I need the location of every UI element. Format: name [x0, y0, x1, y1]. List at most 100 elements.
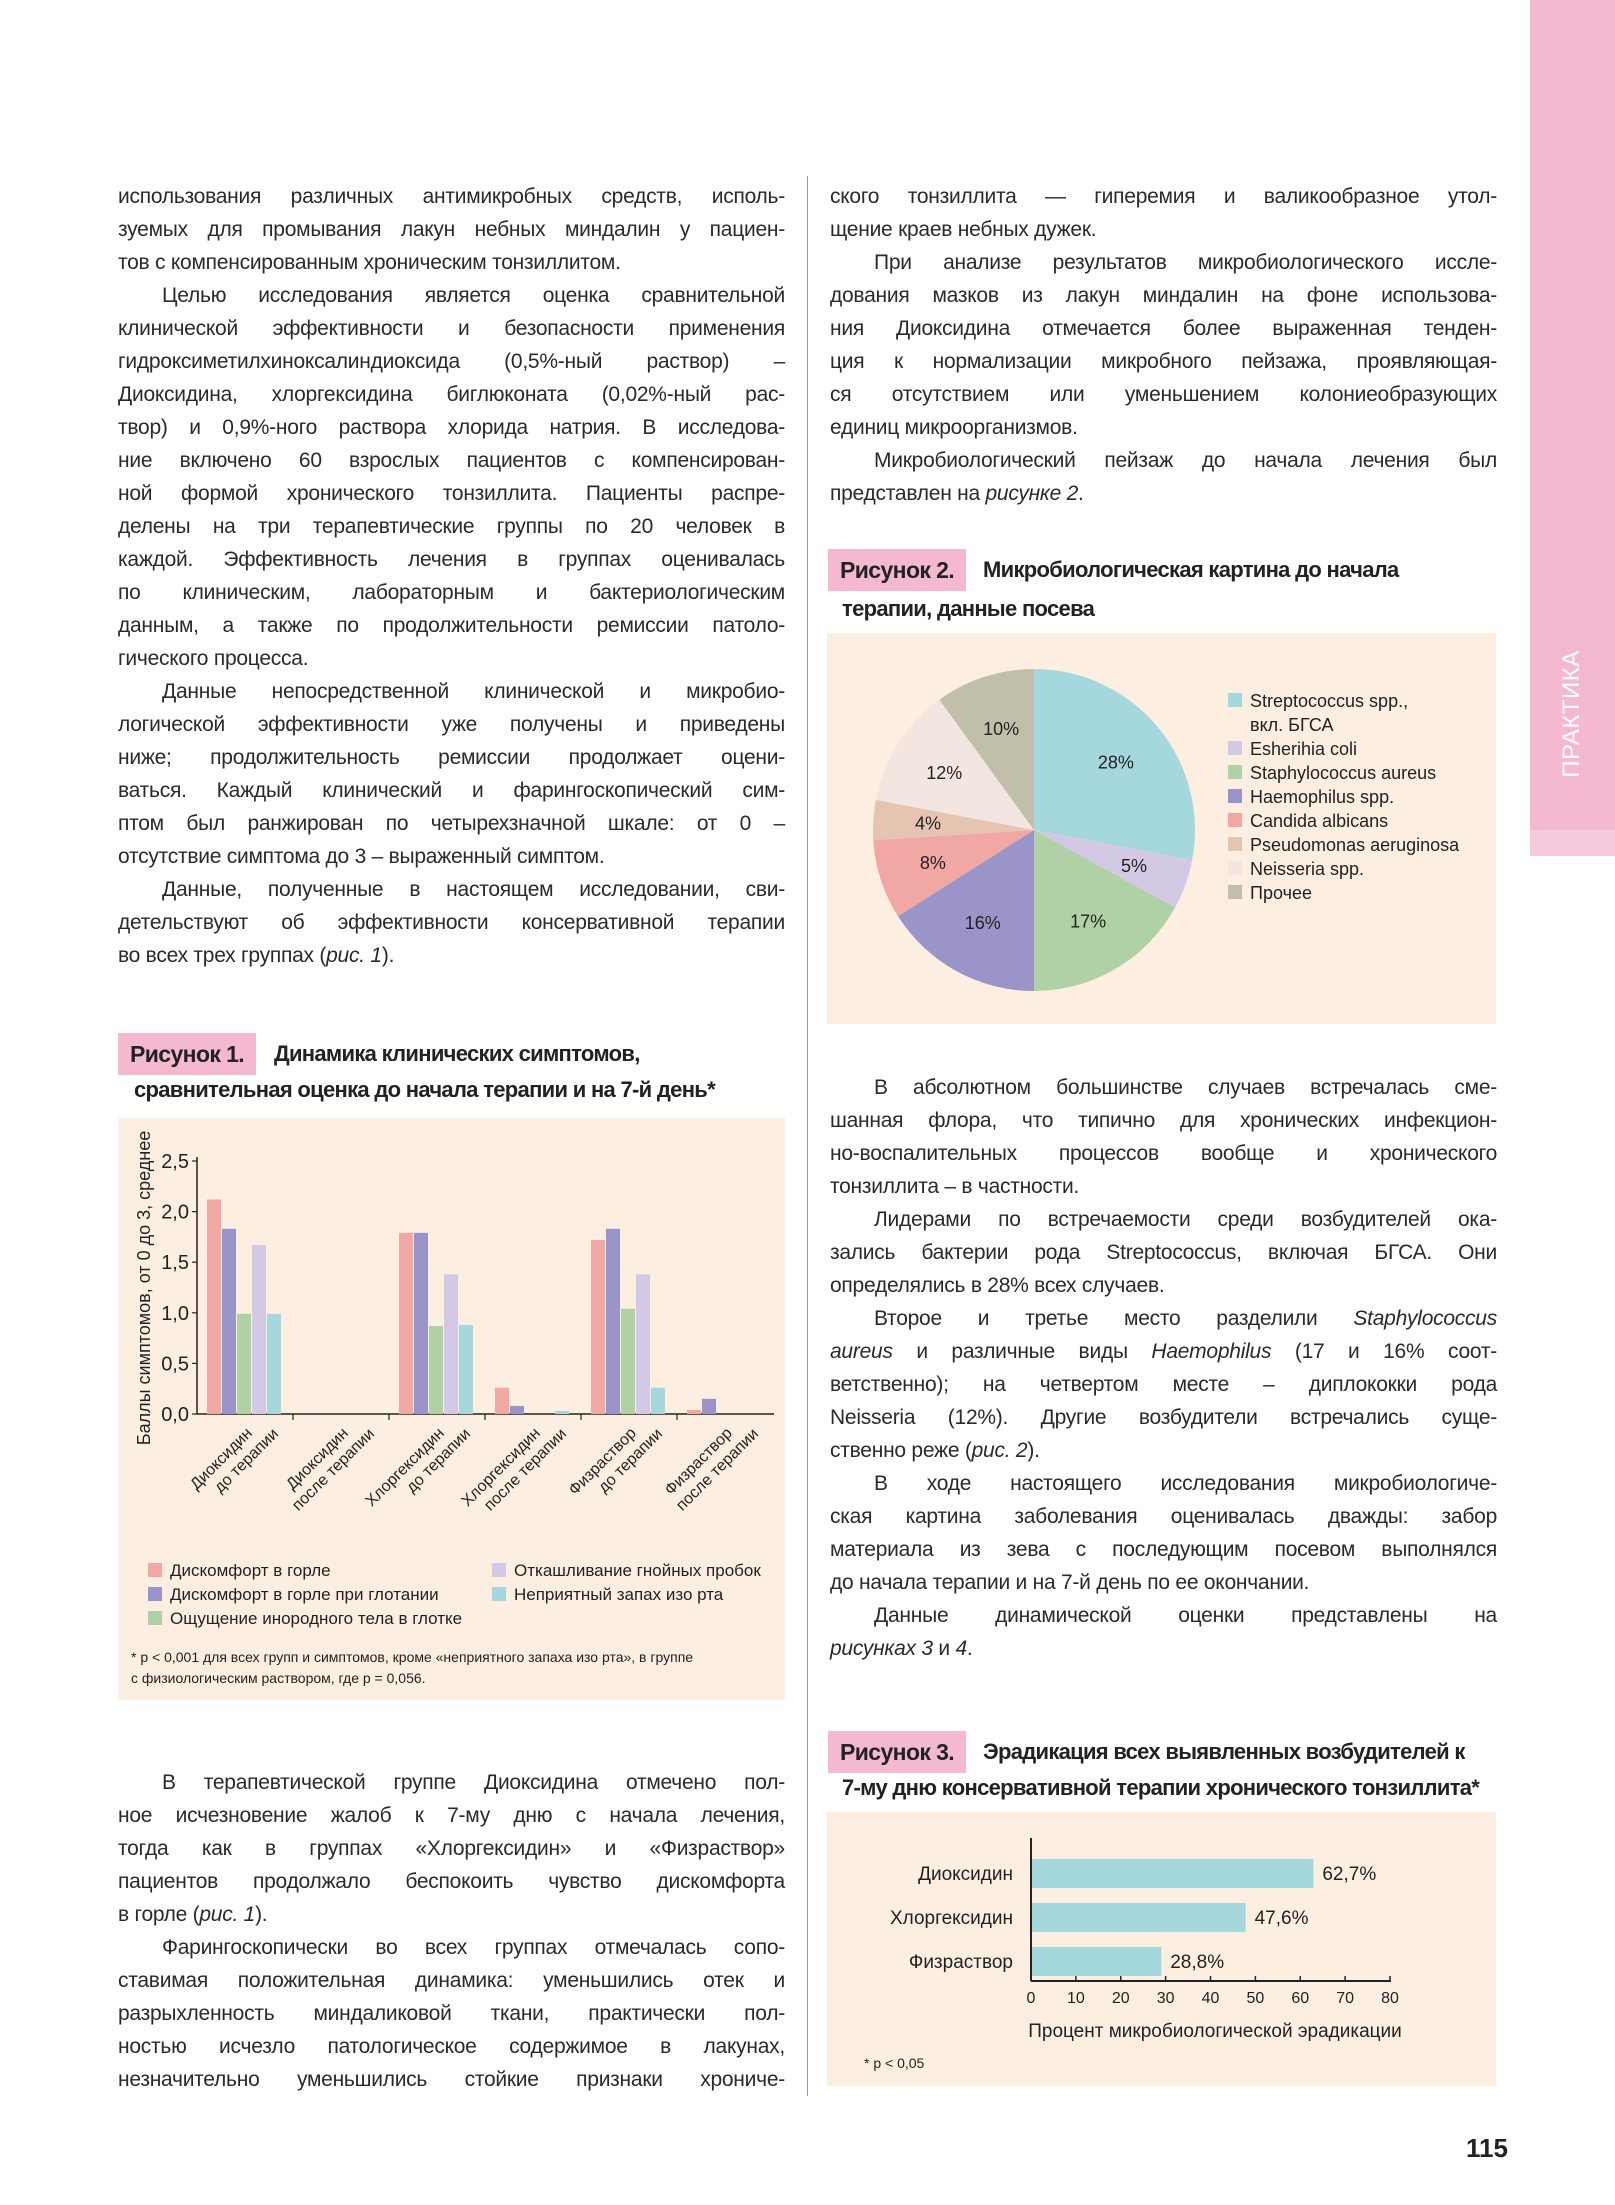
- fig1-footnote: с физиологическим раствором, где p = 0,0…: [131, 1670, 426, 1686]
- text-line: представлен на рисунке 2.: [830, 477, 1497, 510]
- fig1-y-tick-label: 0,0: [161, 1404, 189, 1426]
- text-line: ственно реже (рис. 2).: [830, 1434, 1497, 1467]
- text-line: В абсолютном большинстве случаев встреча…: [874, 1076, 1497, 1099]
- column-divider: [807, 176, 808, 2096]
- right-column-text-middle: В абсолютном большинстве случаев встреча…: [830, 1071, 1497, 1665]
- text-line: Neisseria (12%). Другие возбудители встр…: [830, 1406, 1497, 1429]
- fig2-slice-label: 5%: [1121, 856, 1147, 876]
- fig1-y-tick-label: 1,0: [161, 1303, 189, 1325]
- text-line: шанная флора, что типично для хронически…: [830, 1109, 1497, 1132]
- fig3-value-label: 28,8%: [1170, 1952, 1224, 1973]
- text-line: В ходе настоящего исследования микробиол…: [874, 1472, 1497, 1495]
- text-line: aureus и различные виды Haemophilus (17 …: [830, 1335, 1497, 1368]
- italic-text-segment: Staphylococcus: [1353, 1307, 1497, 1330]
- fig2-slice-label: 28%: [1098, 752, 1134, 772]
- text-line: по клиническим, лабораторным и бактериол…: [118, 581, 785, 604]
- fig1-legend-label: Ощущение инородного тела в глотке: [170, 1609, 462, 1628]
- fig3-bar: [1032, 1903, 1246, 1932]
- fig3-category-label: Хлоргексидин: [890, 1908, 1013, 1929]
- text-line: ние включено 60 взрослых пациентов с ком…: [118, 449, 785, 472]
- text-line: отсутствие симптома до 3 – выраженный си…: [118, 845, 605, 868]
- text-line: ной формой хронического тонзиллита. Паци…: [118, 482, 785, 505]
- fig1-y-axis-label: Баллы симптомов, от 0 до 3, среднее: [134, 1131, 154, 1445]
- text-line: ская картина заболевания оценивалась два…: [830, 1505, 1497, 1528]
- text-line: В терапевтической группе Диоксидина отме…: [162, 1771, 785, 1794]
- italic-text-segment: рис. 2: [971, 1439, 1028, 1462]
- text-line: твор) и 0,9%-ного раствора хлорида натри…: [118, 416, 785, 439]
- fig1-bar: [687, 1409, 701, 1414]
- text-line: Лидерами по встречаемости среди возбудит…: [874, 1208, 1497, 1231]
- fig2-slice-label: 12%: [926, 763, 962, 783]
- fig1-bar: [702, 1398, 716, 1414]
- text-line: в горле (рис. 1).: [118, 1898, 785, 1931]
- italic-text-segment: 4: [955, 1637, 967, 1660]
- text-line: логической эффективности уже получены и …: [118, 713, 785, 736]
- fig1-bar: [591, 1239, 605, 1414]
- text-line: материала из зева с последующим посевом …: [830, 1538, 1497, 1561]
- fig3-value-label: 47,6%: [1255, 1908, 1309, 1929]
- fig1-bar: [237, 1313, 251, 1414]
- fig2-legend-swatch: [1228, 813, 1242, 827]
- fig2-legend-label: Neisseria spp.: [1250, 859, 1364, 879]
- italic-text-segment: aureus: [830, 1340, 893, 1363]
- fig2-slice-label: 16%: [965, 913, 1001, 933]
- text-line: делены на три терапевтические группы по …: [118, 515, 785, 538]
- text-line: дования мазков из лакун миндалин на фоне…: [830, 284, 1497, 307]
- text-line: гидроксиметилхиноксалиндиоксида (0,5%-ны…: [118, 350, 785, 373]
- fig2-pie-slice: [939, 669, 1034, 830]
- fig1-bar: [621, 1308, 635, 1414]
- fig3-x-tick-label: 70: [1336, 1990, 1354, 2007]
- text-line: Данные непосредственной клинической и ми…: [162, 680, 785, 703]
- fig2-legend-label: Haemophilus spp.: [1250, 787, 1394, 807]
- fig1-legend-swatch: [148, 1611, 162, 1625]
- text-line: ния Диоксидина отмечается более выраженн…: [830, 317, 1497, 340]
- fig2-pie-slice: [873, 830, 1034, 917]
- text-line: Диоксидина, хлоргексидина биглюконата (0…: [118, 383, 785, 406]
- text-segment: ).: [381, 944, 395, 967]
- text-line: единиц микроорганизмов.: [830, 416, 1078, 439]
- fig3-x-tick-label: 60: [1291, 1990, 1309, 2007]
- fig2-legend-label: Esherihia coli: [1250, 739, 1357, 759]
- fig3-bar: [1032, 1947, 1162, 1976]
- left-column-text-top: использования различных антимикробных ср…: [118, 180, 785, 972]
- figure1-title-line1: Динамика клинических симптомов,: [274, 1041, 640, 1066]
- fig2-legend-swatch: [1228, 861, 1242, 875]
- fig2-legend-swatch: [1228, 885, 1242, 899]
- fig1-x-tick-label: Диоксидиндо терапии: [187, 1412, 282, 1507]
- fig2-legend-label: Прочее: [1250, 883, 1312, 903]
- fig1-y-tick-label: 1,5: [161, 1252, 189, 1274]
- fig1-bar: [606, 1228, 620, 1414]
- text-segment: .: [966, 1637, 973, 1660]
- fig2-slice-label: 8%: [920, 853, 946, 873]
- text-segment: в горле (: [118, 1903, 200, 1926]
- fig1-bar: [651, 1387, 665, 1414]
- fig3-x-tick-label: 50: [1246, 1990, 1264, 2007]
- fig3-x-tick-label: 80: [1381, 1990, 1399, 2007]
- fig3-x-tick-label: 10: [1067, 1990, 1085, 2007]
- italic-text-segment: Haemophilus: [1151, 1340, 1272, 1363]
- fig1-y-tick-label: 2,0: [161, 1202, 189, 1224]
- fig3-bar: [1032, 1859, 1314, 1888]
- fig1-bar: [510, 1405, 524, 1414]
- italic-text-segment: рис. 1: [199, 1903, 256, 1926]
- fig2-pie-slice: [1034, 830, 1176, 991]
- fig1-bar: [414, 1232, 428, 1414]
- fig1-y-tick-label: 0,5: [161, 1353, 189, 1375]
- fig2-legend-label: Candida albicans: [1250, 811, 1388, 831]
- text-segment: во всех трех группах (: [118, 944, 327, 967]
- text-line: рисунках 3 и 4.: [830, 1632, 1497, 1665]
- fig3-x-axis-label: Процент микробиологической эрадикации: [1028, 2021, 1402, 2042]
- text-line: ся отсутствием или уменьшением колониеоб…: [830, 383, 1497, 406]
- text-line: Данные, полученные в настоящем исследова…: [162, 878, 785, 901]
- fig2-legend-swatch: [1228, 765, 1242, 779]
- fig1-legend-swatch: [148, 1587, 162, 1601]
- text-line: ностью исчезло патологическое содержимое…: [118, 2035, 785, 2058]
- fig1-bar: [429, 1325, 443, 1414]
- italic-text-segment: рисунках 3: [830, 1637, 933, 1660]
- italic-text-segment: рисунке 2: [985, 482, 1079, 505]
- text-segment: представлен на: [830, 482, 986, 505]
- fig1-x-tick-label: Физрастворпосле терапии: [660, 1412, 762, 1514]
- text-line: но-воспалительных процессов вообще и хро…: [830, 1142, 1497, 1165]
- italic-text-segment: рис. 1: [326, 944, 382, 967]
- fig1-footnote: * p < 0,001 для всех групп и симптомов, …: [131, 1649, 693, 1665]
